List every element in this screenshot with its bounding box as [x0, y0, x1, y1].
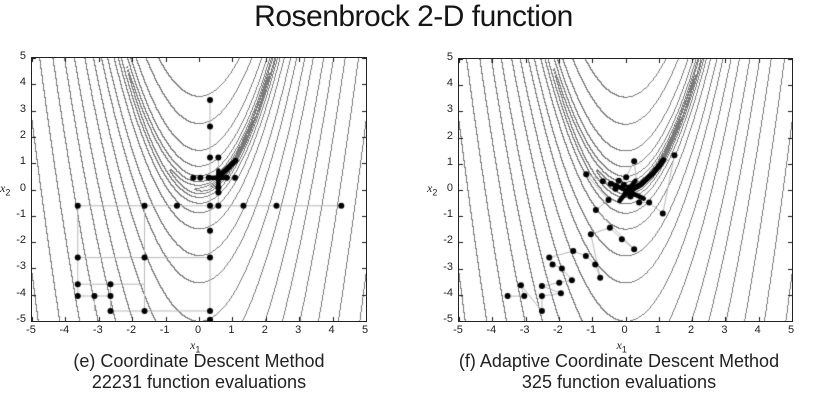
y-tick-label: -4: [443, 286, 453, 299]
x-axis-label-sub: 1: [621, 344, 627, 355]
y-tick-label: 2: [19, 128, 26, 141]
right-caption-evaluations: 325 function evaluations: [521, 372, 717, 392]
y-tick-label: 1: [446, 155, 453, 168]
y-tick-label: -4: [16, 286, 26, 299]
y-axis-label-sub: 2: [5, 186, 11, 197]
x-tick-label: -2: [126, 324, 137, 336]
x-tick-label: -5: [453, 324, 463, 336]
x-tick-label: 3: [721, 324, 728, 336]
x-tick-label: 0: [621, 324, 628, 336]
y-axis-label-sub: 2: [432, 187, 438, 198]
x-tick-label: 1: [228, 324, 235, 336]
y-tick-label: 1: [19, 155, 26, 168]
y-tick-label: -5: [16, 313, 26, 325]
x-tick-label: 5: [787, 324, 795, 336]
y-tick-label: -1: [443, 208, 453, 221]
y-tick-label: 4: [19, 76, 26, 89]
y-tick-label: 2: [446, 129, 453, 142]
x-tick-label: 2: [688, 324, 695, 336]
x-axis-label: x1: [617, 338, 627, 354]
left-subplot: -5 -4 -3 -2 -1 0 1 2 3 4 5 -5 -4 -3 -2 -1 0 1 2 3 4 5 x1 x2: [0, 50, 368, 354]
figure-title: Rosenbrock 2-D function: [254, 0, 573, 33]
y-tick-label: 4: [446, 77, 453, 90]
x-tick-label: -2: [553, 324, 563, 336]
y-tick-label: -1: [16, 207, 26, 220]
left-caption-evaluations: 22231 function evaluations: [91, 372, 307, 392]
x-tick-label: -3: [519, 324, 530, 336]
y-tick-label: -2: [16, 234, 26, 247]
x-tick-label: 1: [654, 324, 661, 336]
y-tick-label: -5: [443, 313, 453, 325]
x-tick-label: -1: [586, 324, 597, 336]
x-axis-label-sub: 1: [195, 344, 201, 355]
x-tick-label: -3: [92, 324, 103, 336]
y-tick-label: -3: [443, 260, 453, 273]
y-tick-label: 3: [446, 103, 453, 116]
y-tick-label: 5: [446, 51, 453, 63]
x-tick-label: 4: [328, 324, 335, 336]
x-tick-label: 3: [295, 324, 302, 336]
right-caption-method: (f) Adaptive Coordinate Descent Method: [458, 351, 780, 371]
x-tick-label: -4: [59, 324, 70, 336]
x-axis-label-base: x: [190, 338, 196, 352]
y-axis-label-base: x: [427, 181, 433, 195]
right-caption: (f) Adaptive Coordinate Descent Method 3…: [420, 351, 818, 393]
x-tick-label: 5: [361, 324, 369, 336]
y-axis-label-base: x: [0, 180, 6, 195]
y-tick-label: 5: [19, 50, 26, 62]
contour-canvas-right: [458, 58, 793, 322]
left-caption: (e) Coordinate Descent Method 22231 func…: [0, 351, 398, 393]
y-tick-label: -2: [443, 234, 453, 247]
x-axis-label-base: x: [616, 338, 622, 352]
x-axis-label: x1: [190, 338, 200, 354]
left-caption-method: (e) Coordinate Descent Method: [73, 351, 325, 371]
x-tick-label: 2: [261, 324, 268, 336]
x-tick-label: -4: [486, 324, 497, 336]
x-tick-label: 4: [754, 324, 761, 336]
y-tick-label: -3: [16, 260, 26, 273]
x-tick-label: -5: [26, 324, 36, 336]
y-tick-label: 3: [19, 102, 26, 115]
x-tick-label: -1: [159, 324, 170, 336]
y-axis-label: x2: [427, 181, 437, 197]
y-axis-label: x2: [0, 181, 10, 197]
right-subplot: -5 -4 -3 -2 -1 0 1 2 3 4 5 -5 -4 -3 -2 -1 0 1 2 3 4 5 x1 x2: [427, 51, 794, 354]
contour-canvas-left: [31, 57, 367, 322]
x-tick-label: 0: [194, 324, 202, 336]
